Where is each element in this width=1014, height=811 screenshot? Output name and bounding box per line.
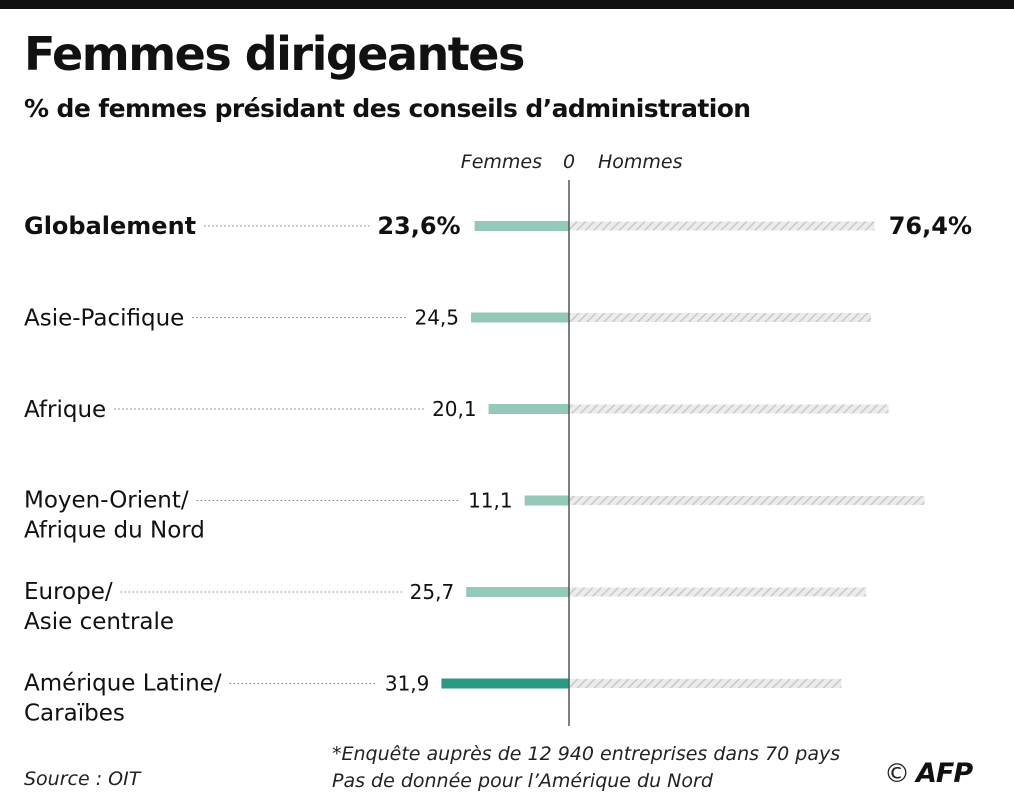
diverging-bar-chart: Femmes 0 Hommes Globalement 23,6% 76,4% Asie-… bbox=[24, 151, 972, 727]
bar-hommes bbox=[569, 496, 925, 505]
bar-femmes bbox=[474, 221, 569, 231]
bar-femmes bbox=[471, 312, 569, 323]
footnote: *Enquête auprès de 12 940 entreprises da… bbox=[332, 741, 840, 795]
chart-row: Amérique Latine/Caraïbes 31,9 bbox=[24, 671, 842, 727]
chart-row: Globalement 23,6% 76,4% bbox=[24, 212, 972, 240]
bar-hommes bbox=[569, 679, 842, 688]
value-label-femmes: 24,5 bbox=[414, 306, 459, 330]
chart-subtitle: % de femmes présidant des conseils d’adm… bbox=[24, 94, 751, 123]
value-label-femmes: 31,9 bbox=[385, 672, 430, 696]
value-label-hommes: 76,4% bbox=[889, 212, 972, 240]
axis-label-zero: 0 bbox=[563, 151, 575, 173]
bar-hommes bbox=[569, 221, 875, 231]
chart-row: Moyen-Orient/Afrique du Nord 11,1 bbox=[24, 488, 925, 544]
chart-row: Afrique 20,1 bbox=[24, 397, 889, 423]
afp-logo: AFP bbox=[916, 758, 973, 789]
brand-block: © AFP bbox=[884, 758, 973, 789]
category-label: Amérique Latine/Caraïbes bbox=[24, 671, 222, 727]
chart-row: Europe/Asie centrale 25,7 bbox=[24, 579, 867, 635]
axis-label-hommes: Hommes bbox=[598, 151, 683, 173]
value-label-femmes: 11,1 bbox=[468, 489, 513, 513]
footnote-line-2: Pas de donnée pour l’Amérique du Nord bbox=[332, 770, 713, 792]
value-label-femmes: 25,7 bbox=[410, 580, 455, 604]
axis-label-femmes: Femmes bbox=[461, 151, 542, 173]
bar-hommes bbox=[569, 313, 871, 322]
category-label: Asie-Pacifique bbox=[24, 306, 184, 332]
bar-femmes bbox=[488, 404, 569, 414]
category-label: Moyen-Orient/Afrique du Nord bbox=[24, 488, 205, 544]
source-credit: Source : OIT bbox=[24, 768, 141, 790]
bar-femmes bbox=[441, 678, 569, 689]
value-label-femmes: 23,6% bbox=[377, 212, 460, 240]
category-label: Afrique bbox=[24, 397, 106, 423]
footnote-line-1: *Enquête auprès de 12 940 entreprises da… bbox=[332, 743, 841, 765]
chart-title: Femmes dirigeantes bbox=[24, 27, 525, 81]
top-rule bbox=[0, 0, 1014, 9]
bar-femmes bbox=[524, 495, 569, 506]
chart-row: Asie-Pacifique 24,5 bbox=[24, 306, 871, 332]
category-label: Europe/Asie centrale bbox=[24, 579, 174, 635]
bar-femmes bbox=[466, 587, 569, 597]
copyright-symbol: © bbox=[884, 758, 910, 789]
value-label-femmes: 20,1 bbox=[432, 397, 477, 421]
bar-hommes bbox=[569, 587, 867, 597]
bar-hommes bbox=[569, 404, 889, 414]
category-label: Globalement bbox=[24, 212, 196, 240]
